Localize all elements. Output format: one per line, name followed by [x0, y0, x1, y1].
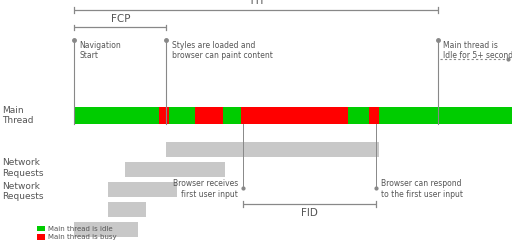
- Legend: Main thread is idle, Main thread is busy: Main thread is idle, Main thread is busy: [34, 223, 119, 243]
- Text: Main
Thread: Main Thread: [3, 106, 34, 125]
- Text: TTI: TTI: [248, 0, 264, 6]
- Bar: [241, 107, 246, 124]
- Bar: [223, 107, 241, 124]
- Bar: [195, 107, 223, 124]
- Text: FCP: FCP: [111, 14, 130, 24]
- Bar: [379, 107, 512, 124]
- Bar: [108, 182, 177, 197]
- Text: Main thread is
Idle for 5+ seconds: Main thread is Idle for 5+ seconds: [443, 41, 512, 61]
- Text: Network
Requests: Network Requests: [3, 182, 44, 201]
- Text: Network
Requests: Network Requests: [3, 158, 44, 178]
- Bar: [74, 107, 159, 124]
- Bar: [169, 107, 195, 124]
- Bar: [74, 222, 138, 237]
- Text: Styles are loaded and
browser can paint content: Styles are loaded and browser can paint …: [172, 41, 272, 61]
- Text: Browser can respond
to the first user input: Browser can respond to the first user in…: [381, 179, 463, 199]
- Text: Navigation
Start: Navigation Start: [79, 41, 121, 61]
- Bar: [108, 202, 146, 217]
- Bar: [369, 107, 379, 124]
- Bar: [159, 107, 169, 124]
- Bar: [125, 162, 225, 177]
- Bar: [246, 107, 348, 124]
- Text: FID: FID: [302, 208, 318, 218]
- Text: Browser receives
first user input: Browser receives first user input: [173, 179, 238, 199]
- Bar: [348, 107, 369, 124]
- Bar: [166, 142, 379, 157]
